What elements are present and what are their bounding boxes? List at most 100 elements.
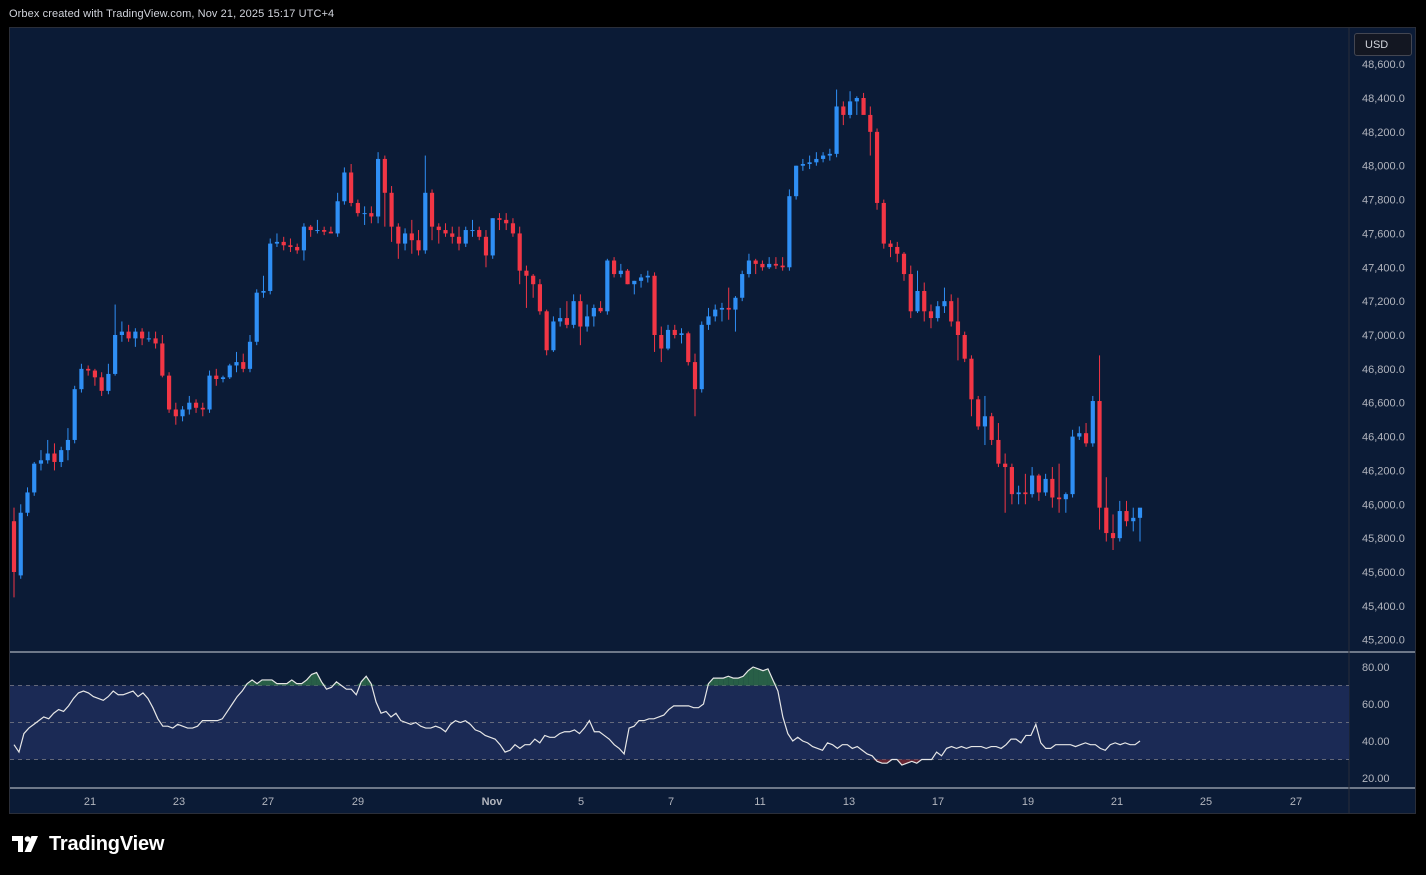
candle[interactable] [349,164,354,207]
candle[interactable] [605,258,610,315]
candle[interactable] [140,328,145,346]
candle[interactable] [416,230,421,256]
candle[interactable] [821,152,826,163]
candle[interactable] [895,241,900,263]
candle[interactable] [247,335,253,373]
rsi-line[interactable] [13,666,1141,766]
candle[interactable] [504,213,509,231]
candle[interactable] [733,296,738,332]
candle[interactable] [308,224,313,237]
candle[interactable] [133,328,138,347]
candle[interactable] [847,91,853,119]
candle[interactable] [1090,395,1095,447]
candle[interactable] [861,92,866,115]
candle[interactable] [625,268,630,285]
candle[interactable] [362,206,367,225]
candle[interactable] [996,423,1001,468]
candle[interactable] [1050,467,1055,508]
candle[interactable] [1016,485,1021,505]
candle[interactable] [935,301,940,322]
candle[interactable] [1023,473,1028,505]
candle[interactable] [632,280,637,295]
candle[interactable] [52,443,57,471]
candle[interactable] [396,223,401,259]
candle[interactable] [220,375,226,383]
candle[interactable] [11,507,17,598]
candle[interactable] [679,328,684,344]
candle[interactable] [187,395,192,415]
candle[interactable] [531,274,536,298]
candle[interactable] [638,274,644,288]
candle[interactable] [955,297,961,361]
candle[interactable] [1117,500,1122,542]
candle[interactable] [456,226,462,251]
candle[interactable] [160,335,165,378]
candle[interactable] [726,287,731,320]
candle[interactable] [915,270,920,313]
candle[interactable] [699,321,704,393]
candle[interactable] [760,260,765,271]
candle[interactable] [962,331,967,363]
candle[interactable] [1056,463,1062,513]
candle[interactable] [1083,423,1089,447]
candle[interactable] [315,219,320,234]
candle[interactable] [490,218,495,259]
candle[interactable] [874,128,880,210]
candle[interactable] [672,324,677,339]
candle[interactable] [65,428,71,461]
candle[interactable] [827,148,832,161]
candlestick-series[interactable] [11,89,1143,598]
candle[interactable] [976,395,981,430]
candle[interactable] [659,326,664,363]
candle[interactable] [402,228,408,251]
candle[interactable] [901,252,907,281]
candle[interactable] [342,167,347,205]
candle[interactable] [92,368,98,386]
candle[interactable] [800,158,805,171]
candle[interactable] [483,230,489,268]
candle[interactable] [25,487,30,517]
candle[interactable] [72,385,77,444]
candle[interactable] [113,304,118,376]
candle[interactable] [295,243,300,254]
candle[interactable] [59,446,64,468]
candle[interactable] [854,96,859,115]
candle[interactable] [443,223,448,237]
candle[interactable] [1097,355,1102,530]
candle[interactable] [686,331,691,366]
candle[interactable] [618,263,623,278]
candle[interactable] [740,270,745,302]
candle[interactable] [497,213,502,231]
candle[interactable] [881,199,886,249]
candle[interactable] [268,238,273,295]
candle[interactable] [524,265,529,308]
candle[interactable] [706,307,711,330]
candle[interactable] [908,265,913,319]
candle[interactable] [713,304,718,322]
candle[interactable] [794,165,799,200]
candle[interactable] [335,192,340,237]
candle[interactable] [868,106,873,156]
candle[interactable] [807,155,812,170]
candle[interactable] [814,152,819,166]
candle[interactable] [1124,500,1129,527]
candle[interactable] [166,372,172,413]
candle[interactable] [274,233,280,247]
candle[interactable] [969,355,974,417]
candle[interactable] [571,294,576,329]
candle[interactable] [989,412,994,446]
candle[interactable] [463,226,468,247]
candle[interactable] [254,289,259,346]
candle[interactable] [773,257,778,269]
candle[interactable] [787,189,792,271]
candle[interactable] [1104,477,1109,542]
candle[interactable] [1036,473,1041,501]
candle[interactable] [369,206,374,224]
candle[interactable] [301,223,307,261]
candle[interactable] [288,238,293,253]
candle[interactable] [1110,514,1116,550]
candle[interactable] [1070,429,1075,498]
candle[interactable] [1077,426,1082,440]
candle[interactable] [45,439,50,464]
